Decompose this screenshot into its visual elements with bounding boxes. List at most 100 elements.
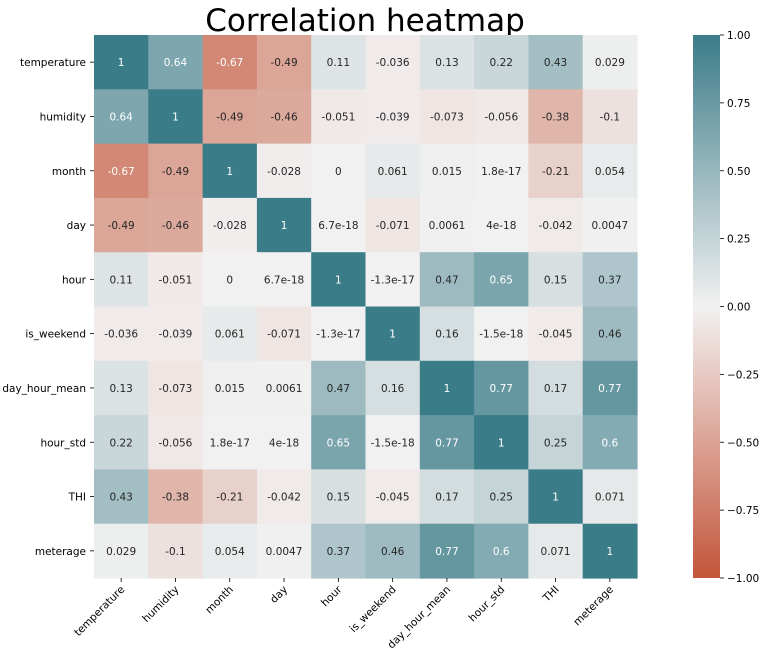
cell-value-label: 0.15 bbox=[544, 274, 567, 286]
heatmap-cell bbox=[256, 306, 312, 362]
cell-value-label: -1.3e-17 bbox=[371, 274, 415, 286]
heatmap-cell bbox=[311, 197, 367, 253]
heatmap-cell bbox=[474, 415, 529, 470]
cell-value-label: 0.015 bbox=[215, 383, 245, 395]
colorbar-tick-label: 0.25 bbox=[727, 234, 750, 246]
heatmap-cell bbox=[94, 360, 149, 416]
heatmap-cell bbox=[419, 415, 475, 470]
heatmap-cell bbox=[419, 469, 475, 525]
cell-value-label: -0.039 bbox=[376, 111, 410, 123]
y-tick-label: humidity bbox=[40, 111, 86, 123]
heatmap-cell bbox=[419, 360, 475, 416]
cell-value-label: -0.1 bbox=[165, 546, 186, 558]
cell-value-label: -0.045 bbox=[539, 329, 573, 341]
cell-value-label: -0.21 bbox=[542, 166, 569, 178]
cell-value-label: 1 bbox=[607, 546, 614, 558]
cell-value-label: 1.8e-17 bbox=[481, 166, 521, 178]
cell-value-label: 0.071 bbox=[595, 492, 625, 504]
cell-value-label: -0.028 bbox=[213, 220, 247, 232]
cell-value-label: 0.071 bbox=[541, 546, 571, 558]
cell-value-label: 1 bbox=[444, 383, 451, 395]
heatmap-cell bbox=[474, 143, 529, 199]
cell-value-label: 0.47 bbox=[327, 383, 350, 395]
cell-value-label: 0.029 bbox=[595, 57, 625, 69]
heatmap-cell bbox=[582, 415, 638, 470]
cell-value-label: 0 bbox=[226, 274, 233, 286]
cell-value-label: 0.77 bbox=[435, 546, 458, 558]
heatmap-cell bbox=[94, 415, 149, 470]
heatmap-cell bbox=[311, 469, 367, 525]
heatmap-cell bbox=[419, 197, 475, 253]
cell-value-label: -0.056 bbox=[484, 111, 518, 123]
cell-value-label: 1 bbox=[281, 220, 288, 232]
cell-value-label: 0.37 bbox=[598, 274, 621, 286]
cell-value-label: 1.8e-17 bbox=[210, 437, 250, 449]
cell-value-label: 0.65 bbox=[490, 274, 513, 286]
heatmap-cell bbox=[582, 252, 638, 308]
heatmap-cell bbox=[311, 143, 367, 199]
cell-value-label: -1.5e-18 bbox=[371, 437, 415, 449]
heatmap-cell bbox=[148, 360, 204, 416]
heatmap-cell bbox=[582, 197, 638, 253]
heatmap-cell bbox=[419, 35, 475, 90]
cell-value-label: 0.77 bbox=[490, 383, 513, 395]
heatmap-cell bbox=[528, 360, 584, 416]
heatmap-cell bbox=[148, 252, 204, 308]
x-tick-label: month bbox=[203, 584, 236, 617]
cell-value-label: -0.051 bbox=[159, 274, 193, 286]
cell-value-label: 1 bbox=[498, 437, 505, 449]
cell-value-label: 0.11 bbox=[327, 57, 350, 69]
heatmap-cell bbox=[202, 197, 258, 253]
y-tick-label: is_weekend bbox=[25, 329, 86, 341]
heatmap-cell bbox=[365, 197, 421, 253]
cell-value-label: -0.071 bbox=[376, 220, 410, 232]
cell-value-label: 0.17 bbox=[544, 383, 567, 395]
cell-value-label: 4e-18 bbox=[269, 437, 299, 449]
heatmap-cell bbox=[528, 469, 584, 525]
cell-value-label: 0.054 bbox=[215, 546, 245, 558]
heatmap-cell bbox=[311, 523, 367, 579]
heatmap-cell bbox=[528, 89, 584, 145]
y-tick-label: day bbox=[67, 220, 86, 232]
cell-value-label: 0.16 bbox=[381, 383, 405, 395]
heatmap-cell bbox=[148, 89, 204, 145]
heatmap-cell bbox=[94, 252, 149, 308]
cell-value-label: 0.64 bbox=[164, 57, 188, 69]
heatmap-cell bbox=[365, 252, 421, 308]
heatmap-cell bbox=[148, 415, 204, 470]
cell-value-label: 0.061 bbox=[215, 329, 245, 341]
cell-value-label: 0.054 bbox=[595, 166, 625, 178]
cell-value-label: -1.5e-18 bbox=[479, 329, 523, 341]
y-tick-label: hour_std bbox=[40, 437, 86, 449]
heatmap-cell bbox=[528, 252, 584, 308]
heatmap-cell bbox=[582, 360, 638, 416]
heatmap-cell bbox=[256, 35, 312, 90]
heatmap-cell bbox=[474, 35, 529, 90]
cell-value-label: -1.3e-17 bbox=[316, 329, 360, 341]
heatmap-cell bbox=[202, 35, 258, 90]
cell-value-label: 0.46 bbox=[381, 546, 405, 558]
cell-value-label: -0.67 bbox=[216, 57, 243, 69]
x-tick-label: day bbox=[268, 584, 290, 606]
cell-value-label: 0.0047 bbox=[591, 220, 628, 232]
x-tick-label: meterage bbox=[571, 584, 616, 629]
cell-value-label: 0.11 bbox=[109, 274, 132, 286]
cell-value-label: -0.49 bbox=[270, 57, 297, 69]
cell-value-label: 0.6 bbox=[493, 546, 510, 558]
cell-value-label: -0.49 bbox=[108, 220, 135, 232]
heatmap-cell bbox=[94, 306, 149, 362]
heatmap-cell bbox=[419, 252, 475, 308]
cell-value-label: 0.77 bbox=[598, 383, 621, 395]
heatmap-cell bbox=[311, 306, 367, 362]
heatmap-cell bbox=[311, 360, 367, 416]
cell-value-label: -0.1 bbox=[600, 111, 621, 123]
cell-value-label: -0.38 bbox=[542, 111, 569, 123]
cell-value-label: -0.073 bbox=[430, 111, 464, 123]
heatmap-cell bbox=[148, 197, 204, 253]
heatmap-cell-labels: 1 0.64 -0.67 -0.49 0.11 -0.036 0.13 0.22 0.43 0.0… bbox=[104, 57, 628, 558]
colorbar-tick-label: −1.00 bbox=[727, 573, 759, 585]
heatmap-cell bbox=[202, 143, 258, 199]
cell-value-label: 1 bbox=[335, 274, 342, 286]
cell-value-label: 0.0061 bbox=[429, 220, 466, 232]
heatmap-cell bbox=[94, 523, 149, 579]
